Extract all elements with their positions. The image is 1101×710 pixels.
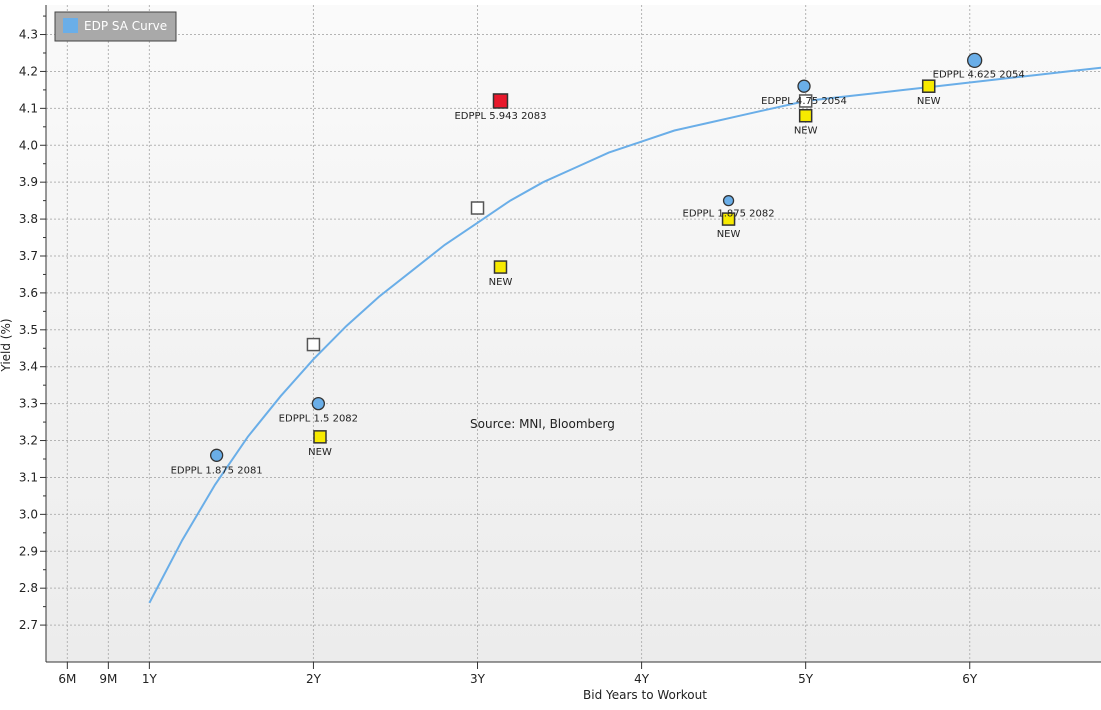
data-labels: NEW NEW NEW NEW NEW EDPPL 1.875 2081 EDPPL 1.5… bbox=[171, 69, 1025, 476]
axes: 2.7 2.8 2.9 3.0 3.1 3.2 3.3 3.4 3.5 3.6 3.7 3.8 3.9 4… bbox=[19, 5, 1101, 686]
new-issue-marker bbox=[313, 430, 327, 444]
y-tick-label: 2.7 bbox=[19, 618, 38, 632]
bond-marker bbox=[311, 396, 326, 411]
y-tick-label: 4.1 bbox=[19, 101, 38, 115]
highlight-marker bbox=[492, 93, 509, 109]
y-tick-label: 3.7 bbox=[19, 249, 38, 263]
curve-point-marker bbox=[798, 94, 813, 108]
new-issue-label: NEW bbox=[489, 277, 513, 288]
bond-marker bbox=[797, 79, 811, 93]
bond-marker bbox=[722, 194, 735, 207]
legend[interactable]: EDP SA Curve bbox=[54, 11, 177, 42]
curve-point-marker bbox=[470, 201, 485, 215]
y-tick-label: 3.2 bbox=[19, 434, 38, 448]
bond-label: EDPPL 4.75 2054 bbox=[761, 96, 847, 107]
x-tick-label: 6M bbox=[58, 672, 76, 686]
source-annotation: Source: MNI, Bloomberg bbox=[470, 417, 615, 431]
highlight-label: EDPPL 5.943 2083 bbox=[454, 111, 546, 122]
plot-background bbox=[46, 5, 1101, 662]
x-tick-label: 4Y bbox=[634, 672, 650, 686]
y-tick-label: 3.3 bbox=[19, 397, 38, 411]
y-tick-label: 3.1 bbox=[19, 470, 38, 484]
y-tick-label: 3.6 bbox=[19, 286, 38, 300]
y-tick-label: 3.0 bbox=[19, 507, 38, 521]
x-tick-label: 1Y bbox=[142, 672, 158, 686]
series bbox=[148, 52, 1101, 604]
y-tick-label: 4.0 bbox=[19, 138, 38, 152]
bond-label: EDPPL 4.625 2054 bbox=[933, 69, 1025, 80]
y-tick-label: 4.3 bbox=[19, 28, 38, 42]
x-tick-label: 3Y bbox=[470, 672, 486, 686]
new-issue-marker bbox=[798, 108, 813, 123]
new-issue-label: NEW bbox=[717, 229, 741, 240]
new-issue-label: NEW bbox=[917, 96, 941, 107]
bond-label: EDPPL 1.875 2082 bbox=[683, 209, 775, 220]
y-tick-label: 4.2 bbox=[19, 64, 38, 78]
x-axis-title: Bid Years to Workout bbox=[583, 688, 707, 702]
new-issue-label: NEW bbox=[308, 447, 332, 458]
bond-marker bbox=[209, 448, 224, 462]
y-axis-title: Yield (%) bbox=[0, 318, 13, 372]
bond-marker bbox=[967, 52, 983, 69]
new-issue-marker bbox=[921, 79, 936, 93]
y-tick-label: 2.8 bbox=[19, 581, 38, 595]
y-tick-label: 3.9 bbox=[19, 175, 38, 189]
bond-label: EDPPL 1.875 2081 bbox=[171, 465, 263, 476]
curve-line bbox=[148, 66, 1101, 604]
x-tick-label: 2Y bbox=[306, 672, 322, 686]
x-tick-label: 6Y bbox=[962, 672, 978, 686]
bond-label: EDPPL 1.5 2082 bbox=[279, 414, 358, 425]
y-tick-label: 3.5 bbox=[19, 323, 38, 337]
y-tick-label: 3.4 bbox=[19, 360, 38, 374]
curve-point-marker bbox=[306, 337, 321, 352]
y-tick-label: 3.8 bbox=[19, 212, 38, 226]
new-issue-marker bbox=[493, 260, 508, 274]
y-tick-label: 2.9 bbox=[19, 544, 38, 558]
legend-label: EDP SA Curve bbox=[84, 19, 167, 33]
x-tick-label: 5Y bbox=[798, 672, 814, 686]
legend-swatch bbox=[63, 18, 78, 33]
x-tick-label: 9M bbox=[99, 672, 117, 686]
new-issue-label: NEW bbox=[794, 126, 818, 137]
new-issue-marker bbox=[721, 212, 736, 226]
